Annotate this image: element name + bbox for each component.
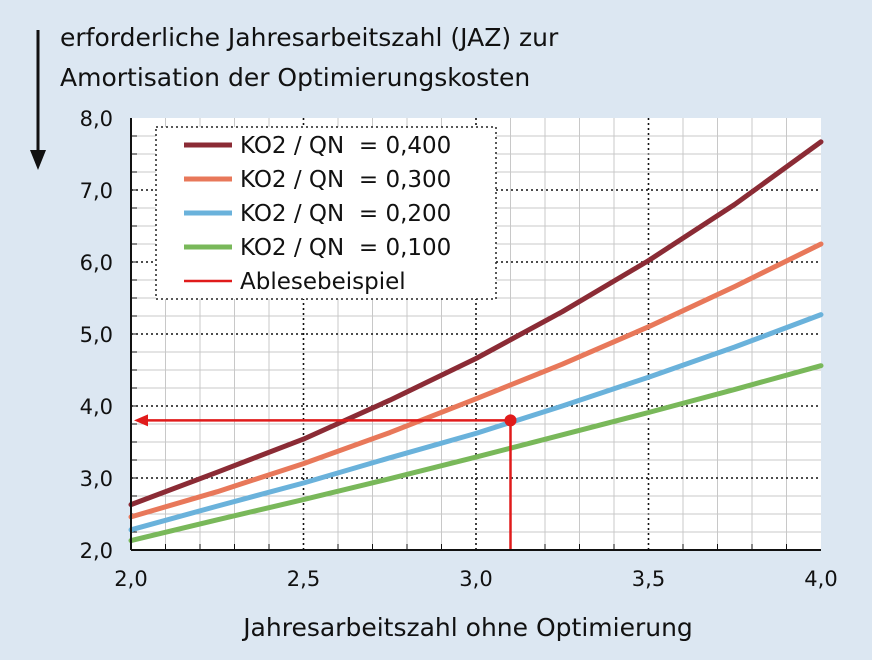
example-arrowhead: [134, 414, 148, 427]
y-tick-label: 7,0: [80, 179, 113, 203]
y-tick-label: 8,0: [80, 107, 113, 131]
legend-label: KO2 / QN = 0,100: [240, 235, 451, 261]
series-line-4: [128, 363, 824, 544]
x-tick-label: 4,0: [804, 567, 837, 591]
legend-label: Ablesebeispiel: [240, 269, 406, 295]
legend-label: KO2 / QN = 0,400: [240, 133, 451, 159]
x-tick-label: 2,0: [114, 567, 147, 591]
series-lines: [128, 139, 824, 544]
chart-title-line-2: Amortisation der Optimierungskosten: [60, 63, 530, 92]
x-axis-label: Jahresarbeitszahl ohne Optimierung: [241, 613, 693, 642]
y-tick-label: 4,0: [80, 395, 113, 419]
legend-label: KO2 / QN = 0,300: [240, 167, 451, 193]
reading-example: [134, 414, 517, 550]
y-tick-label: 3,0: [80, 467, 113, 491]
y-tick-label: 6,0: [80, 251, 113, 275]
series-line-3: [128, 312, 824, 533]
x-tick-label: 3,5: [632, 567, 665, 591]
down-arrow-icon: [30, 30, 46, 170]
x-tick-labels: 2,0 2,5 3,0 3,5 4,0: [114, 567, 837, 591]
y-tick-label: 5,0: [80, 323, 113, 347]
legend: KO2 / QN = 0,400 KO2 / QN = 0,300 KO2 / QN…: [155, 126, 497, 300]
y-tick-labels: 2,0 3,0 4,0 5,0 6,0 7,0 8,0: [80, 107, 113, 563]
example-point: [504, 414, 517, 427]
legend-label: KO2 / QN = 0,200: [240, 201, 451, 227]
y-tick-label: 2,0: [80, 539, 113, 563]
series-line-2: [128, 241, 824, 520]
chart-title-line-1: erforderliche Jahresarbeitszahl (JAZ) zu…: [60, 23, 559, 52]
series-line-1: [128, 139, 824, 508]
x-tick-label: 3,0: [459, 567, 492, 591]
x-tick-label: 2,5: [287, 567, 320, 591]
